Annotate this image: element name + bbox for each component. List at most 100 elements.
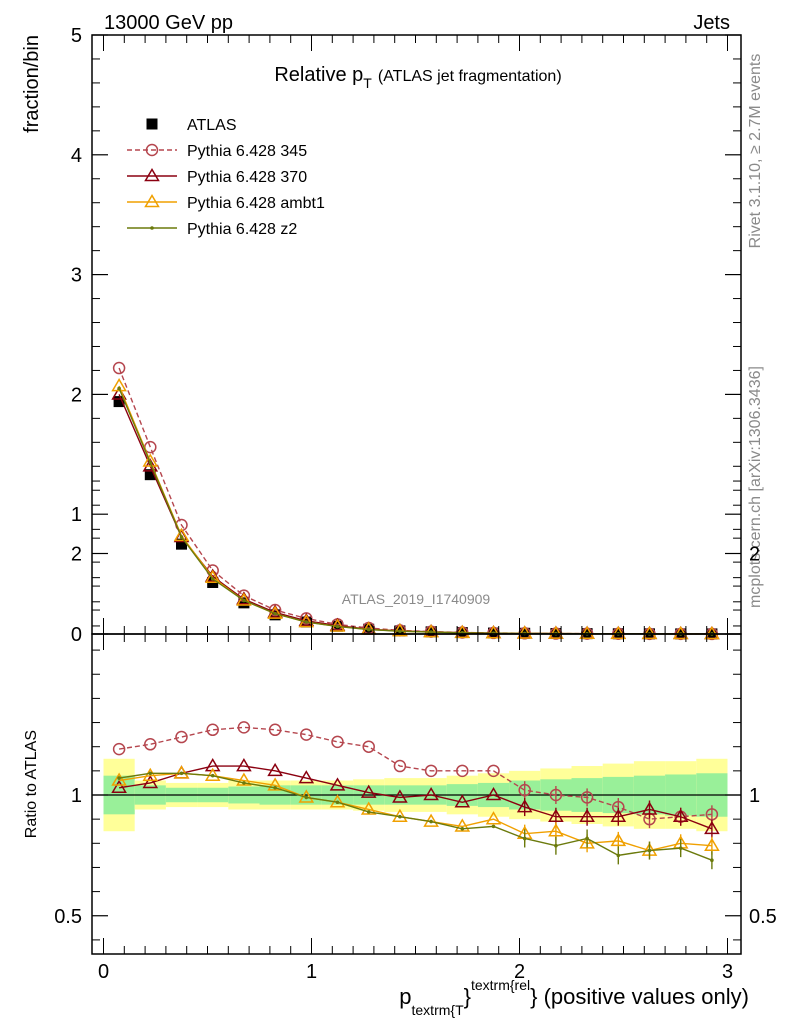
- main-axis-ticks: 0 1 2 3 4 5: [71, 25, 741, 646]
- ratio-data-point: [522, 836, 527, 841]
- ratio-data-point: [298, 770, 315, 784]
- ratio-data-point: [549, 788, 563, 802]
- ratio-data-point: [392, 789, 408, 803]
- header-process: Jets: [693, 12, 730, 34]
- ratio-data-point: [579, 835, 595, 849]
- ratio-data-point: [518, 783, 531, 797]
- ratio-data-point: [585, 836, 589, 841]
- data-point: [236, 592, 252, 606]
- ratio-data-point: [487, 764, 500, 778]
- ratio-data-point: [331, 735, 344, 749]
- data-point: [204, 569, 221, 583]
- ratio-data-point: [268, 723, 282, 737]
- ratio-data-point: [362, 740, 375, 753]
- main-panel: 0 1 2 3 4 5 Relative pT (ATLAS jet fragmentati…: [21, 25, 742, 646]
- ratio-y-tick-label-right: 2: [749, 544, 760, 566]
- ratio-data-point: [485, 787, 502, 801]
- ratio-y-tick-label-right: 0.5: [749, 906, 777, 928]
- header-energy: 13000 GeV pp: [104, 12, 233, 34]
- ratio-data-point: [329, 777, 346, 791]
- mcplots-label: mcplots.cern.ch [arXiv:1306.3436]: [747, 366, 764, 608]
- data-point: [516, 625, 533, 639]
- ratio-plot-frame: [91, 633, 742, 955]
- data-point: [392, 623, 408, 637]
- ratio-data-point: [142, 774, 159, 789]
- x-axis-label: ptextrm{T}textrm{rel} (positive values o…: [399, 977, 749, 1018]
- ratio-data-point: [548, 823, 564, 837]
- ratio-data-point: [393, 759, 407, 773]
- data-point: [179, 535, 184, 539]
- y-tick-label: 0: [71, 624, 82, 646]
- data-point: [117, 386, 121, 391]
- ratio-data-point: [144, 738, 157, 751]
- data-point: [210, 577, 215, 581]
- main-title: Relative pT (ATLAS jet fragmentation): [274, 64, 561, 91]
- ratio-data-point: [516, 799, 533, 813]
- ratio-data-point: [300, 728, 313, 741]
- ratio-data-point: [179, 771, 184, 776]
- ratio-data-point: [236, 772, 252, 786]
- data-point: [242, 598, 246, 603]
- ratio-series-line: [118, 765, 713, 830]
- y-tick-label: 2: [71, 384, 82, 406]
- x-tick-label: 0: [98, 961, 109, 983]
- analysis-watermark: ATLAS_2019_I1740909: [342, 591, 491, 607]
- y-tick-label: 3: [71, 265, 82, 287]
- ratio-data-point: [112, 742, 126, 756]
- ratio-data-point: [304, 795, 309, 800]
- y-tick-label: 5: [71, 25, 82, 47]
- ratio-data-point: [485, 811, 502, 825]
- ratio-data-point: [554, 843, 558, 848]
- data-point: [454, 624, 471, 639]
- ratio-data-point: [678, 846, 683, 850]
- ratio-data-point: [204, 767, 221, 781]
- ratio-data-point: [142, 767, 159, 781]
- main-ylabel: fraction/bin: [21, 35, 43, 133]
- ratio-data-point: [335, 800, 340, 805]
- xlabel-brace: }: [464, 984, 471, 1009]
- legend-label: Pythia 6.428 370: [187, 169, 307, 186]
- ratio-data-point: [206, 723, 219, 737]
- data-point: [398, 629, 402, 634]
- ratio-data-point: [454, 818, 471, 832]
- ratio-plot-marks: [111, 721, 720, 870]
- ratio-data-point: [491, 824, 496, 829]
- ratio-data-point: [117, 776, 121, 780]
- ratio-data-point: [616, 853, 621, 858]
- ratio-data-point: [580, 791, 594, 804]
- data-point: [704, 625, 720, 640]
- ratio-data-point: [454, 794, 471, 808]
- xlabel-superscript: textrm{rel: [471, 977, 530, 993]
- data-point: [142, 453, 159, 467]
- ratio-data-point: [360, 801, 377, 815]
- ratio-data-point: [641, 801, 658, 815]
- legend-label: Pythia 6.428 ambt1: [187, 195, 325, 212]
- ratio-data-point: [647, 848, 652, 853]
- data-point: [641, 625, 658, 640]
- data-point: [423, 624, 439, 638]
- ratio-data-point: [610, 832, 627, 847]
- legend-marker: [144, 168, 160, 182]
- ratio-data-point: [111, 772, 127, 786]
- data-point: [144, 469, 156, 481]
- ratio-data-point: [148, 771, 153, 776]
- legend-marker: [144, 194, 160, 208]
- ratio-data-point: [366, 810, 371, 814]
- ratio-data-point: [267, 777, 283, 791]
- ratio-data-point: [360, 784, 377, 798]
- ratio-y-tick-label-left: 1: [71, 785, 82, 807]
- data-point: [238, 597, 250, 609]
- ratio-data-point: [456, 764, 469, 778]
- ratio-axis-ticks: 0.5 0.5 1 1 2 2 0 1 2 3: [54, 480, 777, 983]
- ratio-data-point: [398, 814, 402, 819]
- ratio-data-point: [710, 858, 714, 863]
- ratio-panel: 0.5 0.5 1 1 2 2 0 1 2 3 Ratio to ATLAS ptextrm{T}…: [23, 480, 777, 1018]
- legend-marker: [146, 118, 158, 130]
- ratio-data-point: [672, 808, 689, 823]
- ratio-data-point: [704, 837, 720, 852]
- data-point: [273, 611, 277, 616]
- x-tick-label: 2: [514, 961, 525, 983]
- y-tick-label: 1: [71, 504, 82, 526]
- ratio-data-point: [610, 808, 627, 823]
- ratio-data-point: [173, 765, 190, 779]
